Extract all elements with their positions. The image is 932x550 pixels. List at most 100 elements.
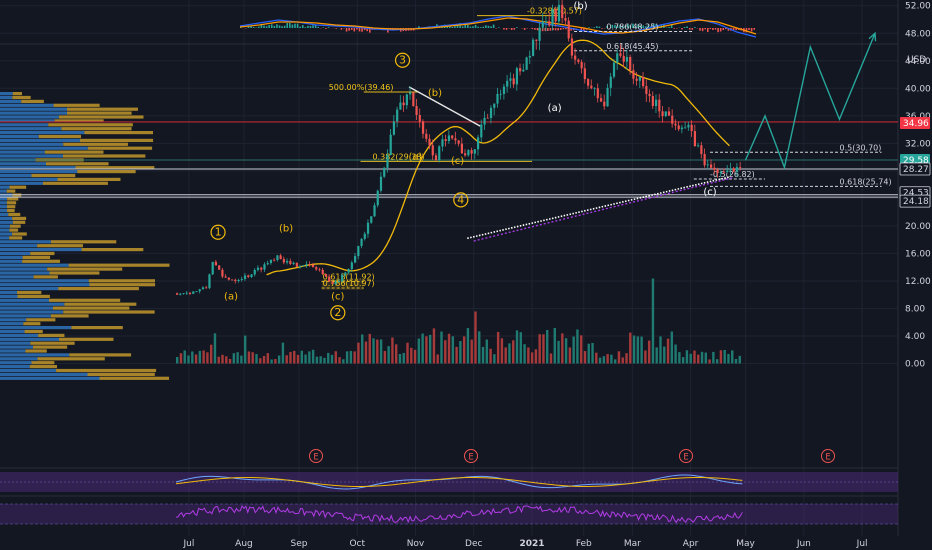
mini-macd-line-0 xyxy=(239,15,757,38)
volume-bar-100 xyxy=(553,327,556,364)
mini-macd-hist-44 xyxy=(353,28,356,32)
candle-body-40 xyxy=(305,264,308,266)
candle-body-51 xyxy=(341,274,344,282)
candle-body-67 xyxy=(392,121,396,135)
mini-macd-hist-11 xyxy=(268,24,270,28)
volume-bar-112 xyxy=(598,357,602,364)
volume-bar-109 xyxy=(587,343,590,364)
volume-bar-138 xyxy=(697,354,700,364)
volume-profile-sell-8 xyxy=(48,123,133,127)
candle-body-57 xyxy=(360,238,363,246)
candle-body-15 xyxy=(224,276,227,278)
candle-body-9 xyxy=(205,287,208,289)
candle-body-16 xyxy=(227,277,230,280)
volume-bar-20 xyxy=(251,352,254,364)
volume-bar-19 xyxy=(247,351,251,364)
mini-macd-hist-117 xyxy=(541,28,544,32)
volume-bar-67 xyxy=(428,334,432,364)
candle-body-38 xyxy=(298,266,302,268)
candle-body-130 xyxy=(596,88,599,99)
fib-level-label-3: 0.618(11.92) xyxy=(323,272,375,281)
candle-body-97 xyxy=(489,107,493,118)
candle-body-71 xyxy=(405,94,408,106)
mini-macd-hist-33 xyxy=(325,28,327,29)
volume-profile-buy-7 xyxy=(0,119,55,123)
candle-body-17 xyxy=(231,279,234,281)
volume-profile-buy-45 xyxy=(0,267,48,271)
mini-macd-hist-181 xyxy=(706,28,709,32)
mini-macd-hist-183 xyxy=(712,28,714,31)
volume-bar-31 xyxy=(293,350,296,364)
candle-body-3 xyxy=(185,292,188,294)
mini-macd-hist-174 xyxy=(688,28,691,30)
price-axis: USD52.0048.0044.0040.0036.0032.0028.0024… xyxy=(899,0,932,550)
mini-macd-hist-30 xyxy=(317,26,319,28)
volume-profile-buy-48 xyxy=(0,279,89,283)
volume-profile-buy-21 xyxy=(0,173,32,178)
volume-profile-buy-11 xyxy=(0,134,39,139)
fib-level-label-4: 0.786(10.97) xyxy=(323,279,375,288)
volume-bar-91 xyxy=(519,332,522,364)
volume-bar-78 xyxy=(470,339,473,364)
candle-body-28 xyxy=(266,263,269,265)
volume-bar-58 xyxy=(394,344,398,364)
volume-profile-sell-13 xyxy=(63,142,128,146)
volume-bar-15 xyxy=(232,353,236,364)
volume-bar-133 xyxy=(678,352,681,364)
candle-body-26 xyxy=(260,267,263,270)
mini-macd-hist-198 xyxy=(750,28,753,32)
mini-macd-hist-186 xyxy=(719,28,722,32)
mini-macd-hist-158 xyxy=(647,24,650,28)
volume-bar-8 xyxy=(206,352,209,364)
candle-body-55 xyxy=(354,256,357,263)
candle-body-65 xyxy=(386,155,389,168)
wave-circle-0 xyxy=(210,224,226,240)
volume-bar-73 xyxy=(451,336,455,364)
volume-bar-87 xyxy=(504,347,507,364)
mini-macd-hist-178 xyxy=(699,28,701,31)
time-tick-2: Sep xyxy=(290,539,307,549)
price-tag-1: 29.58 xyxy=(903,156,929,166)
mini-macd-hist-139 xyxy=(598,26,601,28)
volume-profile-buy-69 xyxy=(0,361,32,365)
mini-macd-hist-168 xyxy=(673,28,676,29)
volume-profile-sell-61 xyxy=(24,329,43,334)
volume-profile-buy-23 xyxy=(0,181,43,185)
mini-macd-hist-106 xyxy=(513,28,516,30)
volume-profile-sell-57 xyxy=(50,314,89,318)
volume-profile-buy-27 xyxy=(0,197,8,201)
volume-bar-0 xyxy=(176,356,179,364)
mini-macd-hist-26 xyxy=(307,25,309,28)
volume-bar-99 xyxy=(549,353,553,364)
candle-body-150 xyxy=(661,111,664,117)
mini-macd-hist-39 xyxy=(340,28,343,30)
candle-body-153 xyxy=(671,115,674,124)
volume-profile-buy-14 xyxy=(0,146,88,150)
mini-macd-hist-15 xyxy=(278,25,281,28)
candle-body-120 xyxy=(564,18,567,21)
candle-body-125 xyxy=(580,61,583,69)
candle-body-47 xyxy=(328,276,331,282)
volume-profile-sell-48 xyxy=(88,279,155,283)
candle-body-31 xyxy=(276,255,279,261)
volume-bar-47 xyxy=(353,351,356,364)
volume-profile-buy-39 xyxy=(0,244,38,248)
mini-macd-hist-132 xyxy=(580,28,583,31)
wave-label-0: 1 xyxy=(215,226,222,239)
candle-body-1 xyxy=(179,293,182,295)
volume-profile-sell-33 xyxy=(12,220,26,224)
moving-averages xyxy=(266,39,733,276)
volume-profile-sell-62 xyxy=(38,333,65,337)
mini-macd-hist-184 xyxy=(714,28,717,30)
mini-macd-hist-8 xyxy=(260,24,263,28)
volume-profile-buy-73 xyxy=(0,376,100,380)
candle-body-30 xyxy=(273,259,276,261)
mini-macd-hist-110 xyxy=(523,28,526,30)
candle-body-80 xyxy=(434,155,438,161)
volume-profile-sell-19 xyxy=(75,166,155,170)
volume-profile-sell-25 xyxy=(6,189,16,193)
earnings-marker-label-1: E xyxy=(468,453,473,463)
price-tag-0: 34.96 xyxy=(903,119,929,129)
